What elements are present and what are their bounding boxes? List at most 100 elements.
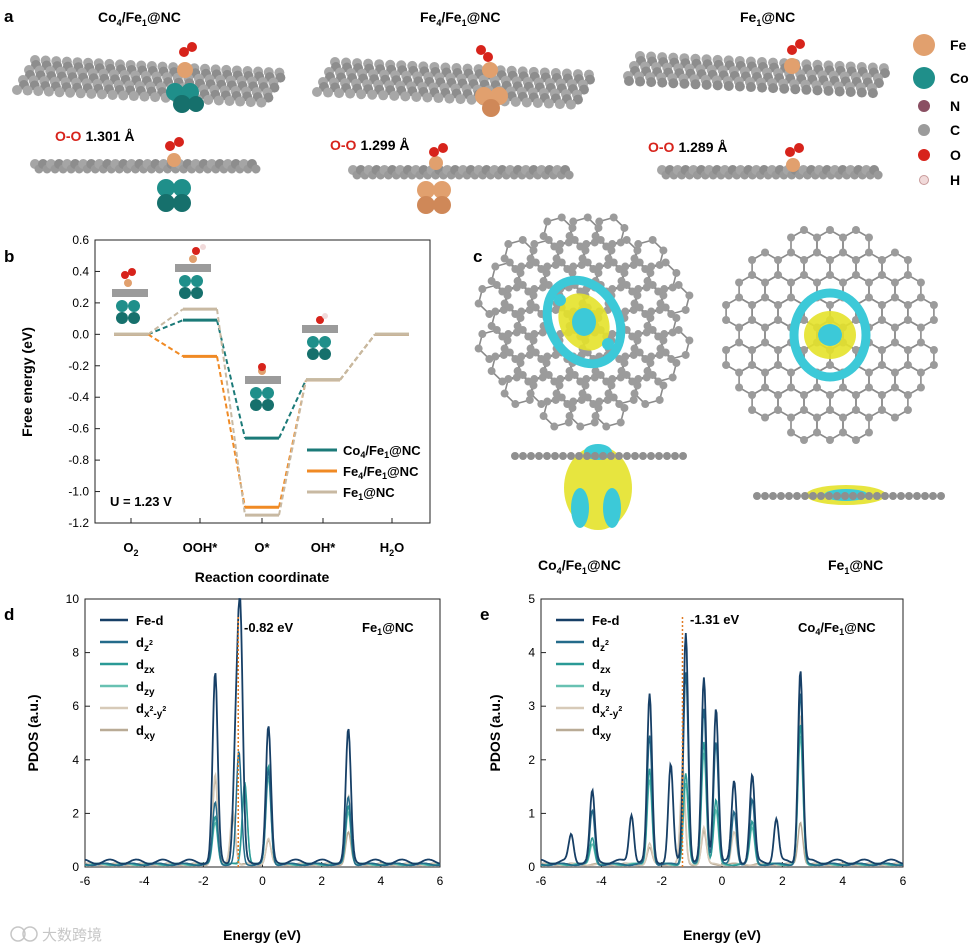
carbon-atom bbox=[582, 240, 591, 249]
b-legend-label-3: Fe1@NC bbox=[343, 485, 395, 502]
carbon-atom bbox=[537, 355, 546, 364]
carbon-atom bbox=[591, 412, 600, 421]
e-legend: Fe-d dz2 dzx dzy dx2-y2 dxy bbox=[556, 613, 622, 742]
carbon-atom bbox=[621, 262, 630, 271]
carbon-atom bbox=[800, 271, 809, 279]
carbon-atom bbox=[787, 428, 796, 437]
carbon-atom bbox=[929, 346, 938, 354]
carbon-atom bbox=[641, 265, 650, 274]
carbon-atom bbox=[551, 452, 559, 460]
carbon-atom bbox=[552, 254, 561, 263]
carbon-atom bbox=[629, 395, 638, 404]
carbon-atom bbox=[735, 293, 744, 302]
carbon-atom bbox=[813, 413, 822, 422]
carbon-atom bbox=[903, 301, 912, 309]
carbon-atom bbox=[22, 85, 33, 96]
carbon-atom bbox=[565, 232, 574, 241]
b-x-tick-label: OH* bbox=[311, 540, 337, 555]
carbon-atom bbox=[641, 400, 650, 409]
carbon-atom bbox=[916, 323, 925, 332]
carbon-atom bbox=[539, 277, 548, 286]
carbon-atom bbox=[679, 78, 690, 89]
carbon-atom bbox=[800, 256, 809, 264]
carbon-atom bbox=[511, 452, 519, 460]
y-tick-label: 4 bbox=[528, 646, 535, 660]
legend-label-fe: Fe bbox=[950, 37, 967, 53]
carbon-atom bbox=[761, 338, 770, 347]
carbon-atom bbox=[723, 80, 734, 91]
carbon-atom bbox=[552, 389, 561, 398]
carbon-atom bbox=[594, 223, 603, 232]
carbon-atom bbox=[877, 361, 886, 369]
carbon-atom bbox=[800, 406, 809, 414]
carbon-atom bbox=[602, 422, 611, 431]
carbon-atom bbox=[774, 391, 783, 399]
hexagon-ring bbox=[907, 341, 935, 374]
x-tick-label: -2 bbox=[656, 874, 667, 888]
carbon-atom bbox=[801, 492, 809, 500]
carbon-atom bbox=[621, 352, 630, 361]
carbon-atom bbox=[643, 277, 652, 286]
carbon-atom bbox=[378, 90, 389, 101]
carbon-atom bbox=[851, 346, 860, 354]
c-side-view-co4 bbox=[511, 444, 687, 530]
carbon-atom bbox=[851, 271, 860, 279]
carbon-atom bbox=[213, 95, 224, 106]
carbon-atom bbox=[793, 492, 801, 500]
carbon-atom bbox=[591, 232, 600, 241]
carbon-atom bbox=[622, 235, 631, 244]
carbon-atom bbox=[517, 307, 526, 316]
panel-label-e: e bbox=[480, 605, 489, 624]
carbon-atom bbox=[748, 301, 757, 309]
carbon-atom bbox=[578, 254, 587, 263]
element-legend: Fe Co N C O H bbox=[913, 34, 969, 188]
carbon-atom bbox=[921, 492, 929, 500]
graphene-sheet-side-2 bbox=[348, 165, 574, 180]
carbon-atom bbox=[576, 377, 585, 386]
carbon-atom bbox=[748, 361, 757, 369]
panel-e-pdos: -6 -4 -2 0 2 4 6 0 1 2 3 4 5 PDOS (a.u.) Energy (eV)… bbox=[487, 592, 907, 943]
carbon-atom bbox=[400, 91, 411, 102]
carbon-atom bbox=[538, 283, 547, 292]
carbon-atom bbox=[761, 323, 770, 332]
b-potential-annotation: U = 1.23 V bbox=[110, 494, 172, 509]
carbon-atom bbox=[564, 238, 573, 247]
carbon-atom bbox=[538, 328, 547, 337]
carbon-atom bbox=[539, 412, 548, 421]
e-dband-label: -1.31 eV bbox=[690, 612, 739, 627]
carbon-atom bbox=[604, 389, 613, 398]
carbon-atom bbox=[263, 92, 274, 103]
carbon-atom bbox=[787, 233, 796, 242]
x-tick-label: 0 bbox=[259, 874, 266, 888]
carbon-atom bbox=[761, 413, 770, 422]
carbon-atom bbox=[903, 391, 912, 399]
carbon-atom bbox=[525, 260, 534, 269]
carbon-atom bbox=[628, 377, 637, 386]
fe4-cluster-top bbox=[475, 45, 508, 117]
carbon-atom bbox=[641, 355, 650, 364]
carbon-atom bbox=[890, 323, 899, 332]
carbon-atom bbox=[867, 88, 878, 99]
carbon-atom bbox=[890, 368, 899, 377]
carbon-atom bbox=[643, 367, 652, 376]
legend-label-Fe-d: Fe-d bbox=[592, 613, 620, 628]
carbon-atom bbox=[525, 305, 534, 314]
carbon-atom bbox=[849, 492, 857, 500]
carbon-atom bbox=[631, 452, 639, 460]
carbon-atom bbox=[500, 344, 509, 353]
carbon-atom bbox=[660, 285, 669, 294]
carbon-atom bbox=[735, 278, 744, 287]
carbon-atom bbox=[890, 293, 899, 302]
carbon-atom bbox=[647, 262, 656, 271]
carbon-atom bbox=[589, 400, 598, 409]
x-tick-label: 2 bbox=[779, 874, 786, 888]
carbon-atom bbox=[485, 355, 494, 364]
carbon-atom bbox=[774, 361, 783, 369]
carbon-atom bbox=[603, 260, 612, 269]
legend-swatch-fe bbox=[913, 34, 935, 56]
carbon-atom bbox=[535, 452, 543, 460]
carbon-atom bbox=[564, 170, 574, 180]
y-tick-label: 2 bbox=[72, 806, 79, 820]
carbon-atom bbox=[312, 87, 322, 97]
carbon-atom bbox=[411, 91, 422, 102]
